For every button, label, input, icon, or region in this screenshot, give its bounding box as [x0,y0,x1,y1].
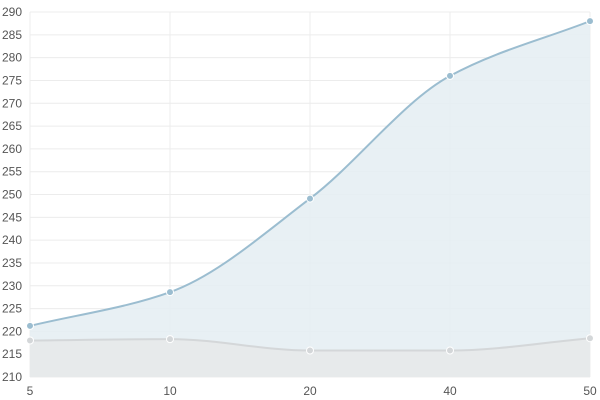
series-1-point[interactable] [26,321,34,330]
y-tick-label: 230 [2,279,22,293]
x-tick-label: 10 [163,384,177,398]
y-tick-label: 250 [2,188,22,202]
series-2-point[interactable] [306,346,314,355]
y-tick-label: 215 [2,347,22,361]
series-2-point[interactable] [446,346,454,355]
series-2-area [30,338,590,377]
series-2-point[interactable] [26,336,34,345]
y-tick-label: 275 [2,73,22,87]
series-1-point[interactable] [166,288,174,297]
y-tick-label: 280 [2,51,22,65]
x-tick-label: 40 [443,384,457,398]
series-1-point[interactable] [446,71,454,80]
y-axis-ticks: 210 215 220 225 230 235 240 245 250 255 260 265 270 2… [2,5,22,384]
y-tick-label: 240 [2,233,22,247]
series-1-point[interactable] [586,17,594,26]
y-tick-label: 245 [2,210,22,224]
y-tick-label: 225 [2,302,22,316]
series-2-point[interactable] [586,334,594,343]
y-tick-label: 235 [2,256,22,270]
y-tick-label: 290 [2,5,22,19]
x-tick-label: 5 [27,384,34,398]
series-2-point[interactable] [166,335,174,344]
y-tick-label: 220 [2,324,22,338]
y-tick-label: 210 [2,370,22,384]
y-tick-label: 260 [2,142,22,156]
y-tick-label: 285 [2,28,22,42]
y-tick-label: 255 [2,165,22,179]
x-tick-label: 50 [583,384,597,398]
series-points [26,17,594,355]
x-tick-label: 20 [303,384,317,398]
y-tick-label: 270 [2,96,22,110]
series-1-point[interactable] [306,194,314,203]
x-axis-ticks: 5 10 20 40 50 [27,384,597,398]
y-tick-label: 265 [2,119,22,133]
